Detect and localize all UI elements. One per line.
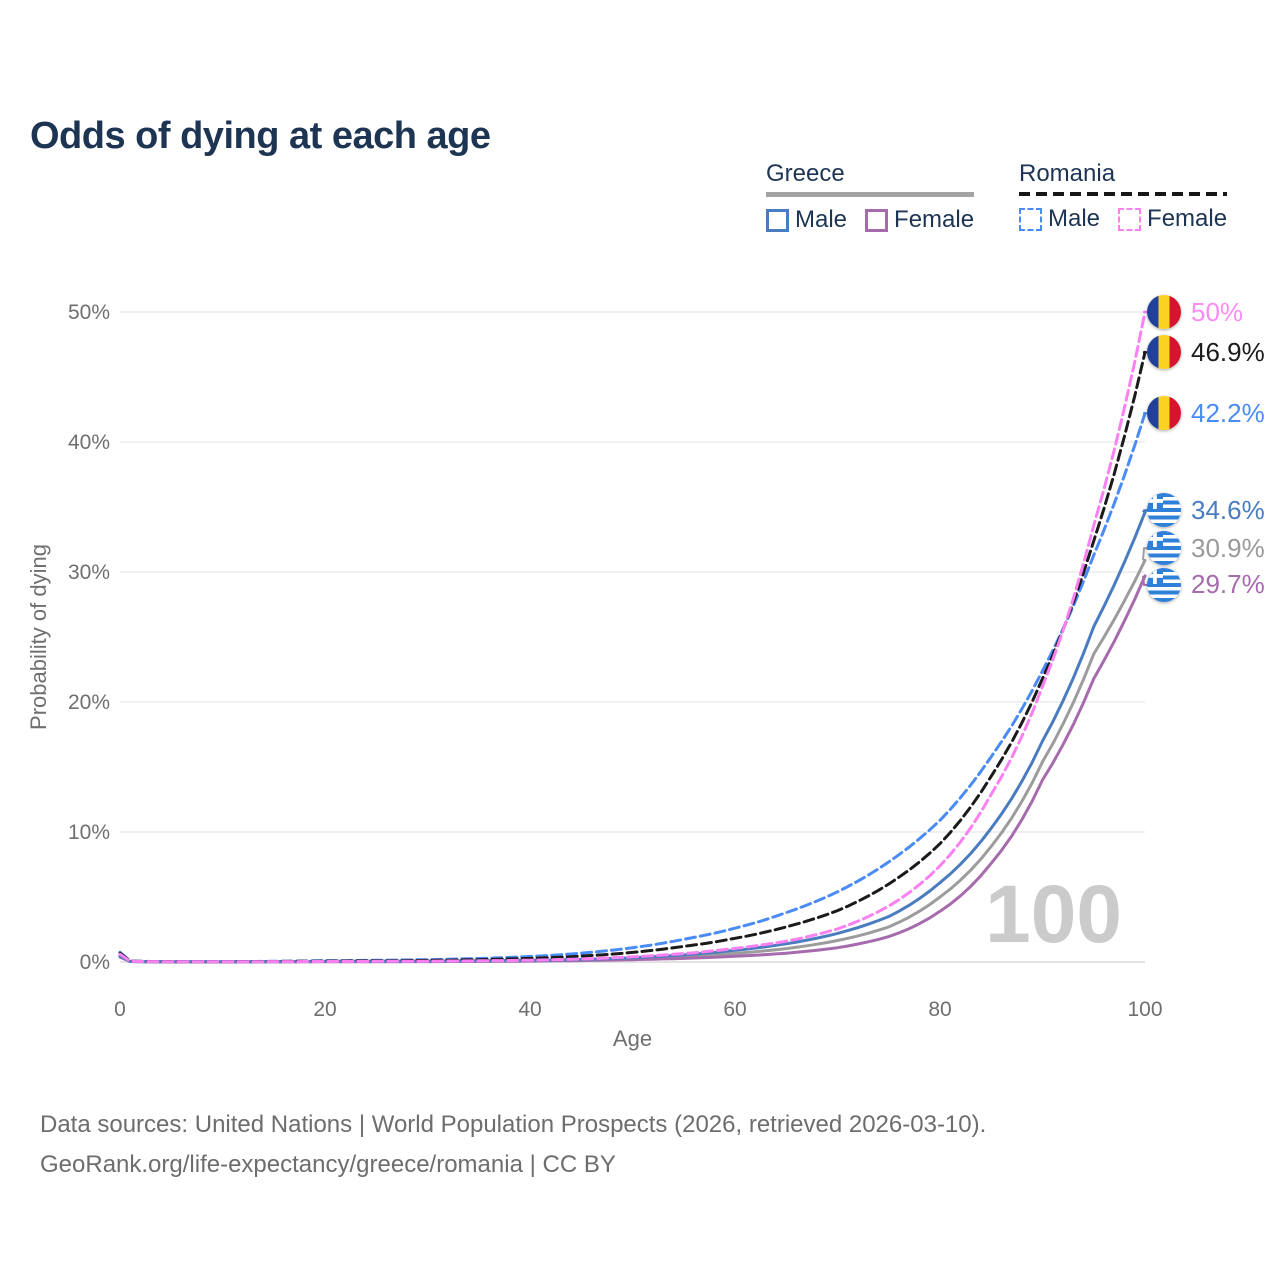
page-title: Odds of dying at each age <box>30 115 491 158</box>
legend-label-romania-female: Female <box>1147 205 1228 232</box>
legend-label-greece-female: Female <box>894 206 975 233</box>
romania-male-swatch <box>1019 207 1042 231</box>
end-label-greece: 30.9% <box>1147 531 1267 566</box>
greece-line-swatch <box>766 192 975 197</box>
end-label-value: 30.9% <box>1189 532 1267 564</box>
y-tick-label: 10% <box>68 821 110 844</box>
romania-line-swatch <box>1019 192 1228 196</box>
legend-group-greece: Greece Male Female <box>766 160 975 234</box>
end-label-value: 42.2% <box>1189 397 1267 429</box>
y-axis-title: Probability of dying <box>26 544 51 730</box>
end-label-value: 34.6% <box>1189 494 1267 526</box>
legend-label-romania-male: Male <box>1048 205 1101 232</box>
y-tick-label: 0% <box>80 951 110 974</box>
end-label-romania-male: 42.2% <box>1147 396 1267 431</box>
x-tick-label: 60 <box>723 998 746 1021</box>
legend-label-greece-male: Male <box>795 206 848 233</box>
series-line-greece-female <box>118 574 1147 964</box>
end-label-romania-female: 50% <box>1147 295 1246 329</box>
y-tick-label: 40% <box>68 431 110 454</box>
y-tick-label: 20% <box>68 691 110 714</box>
series-line-romania-female <box>118 310 1147 964</box>
end-label-value: 46.9% <box>1189 336 1267 368</box>
end-label-value: 50% <box>1189 296 1246 328</box>
legend-item-romania-female[interactable]: Female <box>1118 205 1227 233</box>
end-label-romania: 46.9% <box>1147 335 1267 370</box>
x-tick-label: 80 <box>928 998 951 1021</box>
footer-attribution: GeoRank.org/life-expectancy/greece/roman… <box>40 1151 616 1178</box>
end-label-leader-greece-male <box>1142 509 1149 513</box>
age-watermark: 100 <box>985 869 1122 960</box>
end-label-leader-greece-female <box>1142 575 1149 586</box>
greece-female-swatch <box>865 208 889 232</box>
series-line-romania <box>118 350 1147 964</box>
end-label-leader-greece <box>1142 547 1149 561</box>
legend-item-romania-male[interactable]: Male <box>1019 205 1100 233</box>
series-line-greece <box>118 558 1147 964</box>
romania-female-swatch <box>1118 207 1142 231</box>
greece-flag-icon <box>1147 567 1181 602</box>
end-label-greece-male: 34.6% <box>1147 493 1267 528</box>
romania-flag-icon <box>1147 335 1181 370</box>
legend-item-greece-female[interactable]: Female <box>865 206 974 234</box>
x-tick-label: 100 <box>1127 998 1162 1021</box>
legend-country-romania: Romania <box>1019 160 1116 187</box>
x-tick-label: 40 <box>518 998 541 1021</box>
footer-data-sources: Data sources: United Nations | World Pop… <box>40 1111 987 1138</box>
x-axis-title: Age <box>613 1026 652 1051</box>
footer: Data sources: United Nations | World Pop… <box>40 1105 986 1185</box>
legend-country-greece: Greece <box>766 160 845 187</box>
greece-flag-icon <box>1147 493 1181 528</box>
x-tick-label: 0 <box>114 998 126 1021</box>
legend-item-greece-male[interactable]: Male <box>766 206 847 234</box>
x-tick-label: 20 <box>313 998 336 1021</box>
y-tick-label: 30% <box>68 561 110 584</box>
y-tick-label: 50% <box>68 301 110 324</box>
legend-group-romania: Romania Male Female <box>1019 160 1228 233</box>
romania-flag-icon <box>1147 295 1181 329</box>
romania-flag-icon <box>1147 396 1181 431</box>
series-line-romania-male <box>118 411 1147 964</box>
series-line-greece-male <box>118 510 1147 964</box>
greece-male-swatch <box>766 208 789 232</box>
end-label-greece-female: 29.7% <box>1147 567 1267 602</box>
greece-flag-icon <box>1147 531 1181 566</box>
end-label-value: 29.7% <box>1189 569 1267 601</box>
